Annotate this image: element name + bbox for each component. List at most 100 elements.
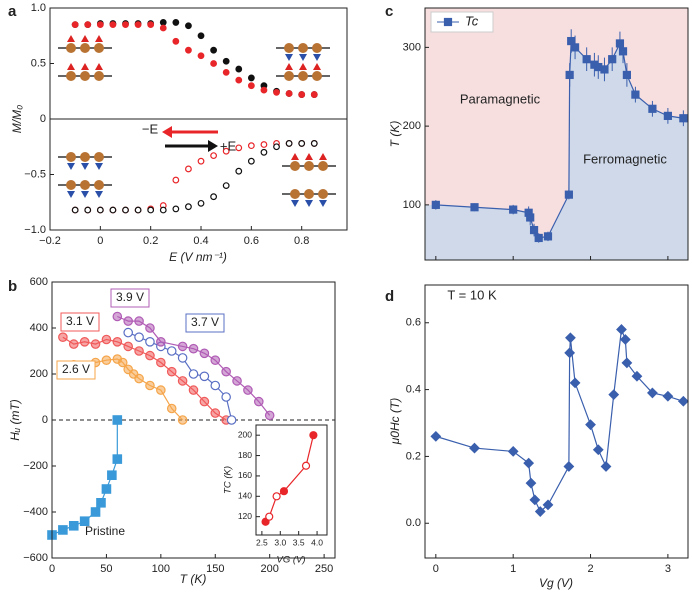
marker [619, 334, 631, 345]
label-box [56, 360, 96, 380]
spin [313, 63, 321, 70]
marker [273, 143, 280, 151]
marker [247, 142, 255, 150]
marker [507, 446, 519, 457]
marker [172, 176, 180, 184]
marker [222, 147, 230, 155]
marker [90, 507, 101, 517]
atom [284, 43, 294, 53]
spin [285, 54, 293, 61]
marker [101, 355, 112, 365]
marker [117, 357, 128, 368]
marker [565, 332, 576, 344]
spin [305, 200, 313, 207]
marker [71, 21, 79, 29]
marker [235, 65, 243, 73]
marker [310, 91, 318, 98]
marker [210, 408, 221, 418]
marker [260, 148, 268, 156]
atom [312, 43, 322, 53]
x-tick-label: −0.2 [39, 235, 61, 247]
atom [304, 189, 314, 199]
y-axis-label: TC (K) [223, 466, 234, 494]
marker [96, 206, 104, 214]
marker [185, 203, 192, 211]
marker [570, 43, 580, 52]
series-label: 2.6 V [62, 362, 90, 376]
marker [147, 21, 155, 29]
x-tick-label: 0.8 [294, 235, 309, 247]
marker [197, 157, 205, 165]
atom [284, 71, 294, 81]
atom [80, 180, 90, 190]
legend-box [430, 11, 494, 33]
y-axis-label: T (K) [388, 121, 402, 148]
spin [67, 63, 75, 70]
marker [134, 346, 144, 356]
spin [67, 191, 75, 198]
series-label: Pristine [85, 524, 125, 538]
annotation: Ferromagnetic [583, 151, 667, 166]
x-axis-label: T (K) [180, 572, 207, 586]
y-tick-label: 200 [30, 368, 48, 380]
y-tick-label: 100 [403, 199, 421, 211]
atom [312, 71, 322, 81]
marker [243, 385, 253, 395]
panel: 2.5 3.0 3.5 4.0 120 140 160 180 200 VG (V) TC (K) [223, 424, 328, 566]
y-axis-label: μ0Hc (T) [388, 398, 402, 446]
atom [298, 43, 308, 53]
marker [226, 415, 237, 425]
spin [299, 63, 307, 70]
spin [319, 153, 327, 160]
marker [543, 232, 553, 241]
marker [260, 86, 268, 94]
marker [210, 193, 218, 201]
marker [58, 332, 68, 342]
marker [109, 206, 117, 214]
marker [156, 357, 166, 368]
x-tick-label: 0 [97, 235, 103, 247]
marker [101, 334, 112, 345]
marker [273, 88, 280, 96]
marker [188, 343, 199, 354]
marker [188, 369, 199, 379]
marker [199, 348, 210, 359]
x-axis-label: E (V nm⁻¹) [169, 250, 227, 264]
label-box [60, 312, 100, 332]
marker [235, 76, 243, 84]
marker [622, 70, 631, 80]
marker [134, 206, 142, 214]
marker [159, 19, 167, 26]
marker [109, 21, 117, 29]
marker [159, 206, 167, 214]
marker [177, 376, 188, 386]
marker [525, 477, 537, 489]
marker [101, 484, 112, 494]
label-box [110, 288, 150, 308]
y-tick-label: 0.6 [406, 317, 421, 329]
marker [122, 21, 129, 29]
marker [112, 415, 123, 425]
series-line [62, 336, 227, 421]
marker [123, 327, 133, 338]
marker [156, 385, 166, 395]
marker [210, 60, 218, 67]
atom [66, 152, 76, 162]
marker [542, 499, 554, 511]
marker [222, 68, 230, 76]
y-tick-label: 200 [238, 429, 252, 439]
y-tick-label: 0.2 [406, 450, 421, 462]
marker [79, 516, 90, 526]
marker [84, 21, 92, 29]
y-axis-label: M/M₀ [10, 105, 24, 133]
marker [279, 487, 289, 496]
marker [608, 55, 617, 64]
x-tick-label: 200 [261, 563, 279, 575]
marker [677, 395, 689, 407]
marker [235, 167, 243, 175]
arrow-head [162, 126, 172, 138]
series-label: 3.1 V [66, 314, 94, 328]
marker [431, 200, 440, 209]
label-box [185, 313, 225, 333]
